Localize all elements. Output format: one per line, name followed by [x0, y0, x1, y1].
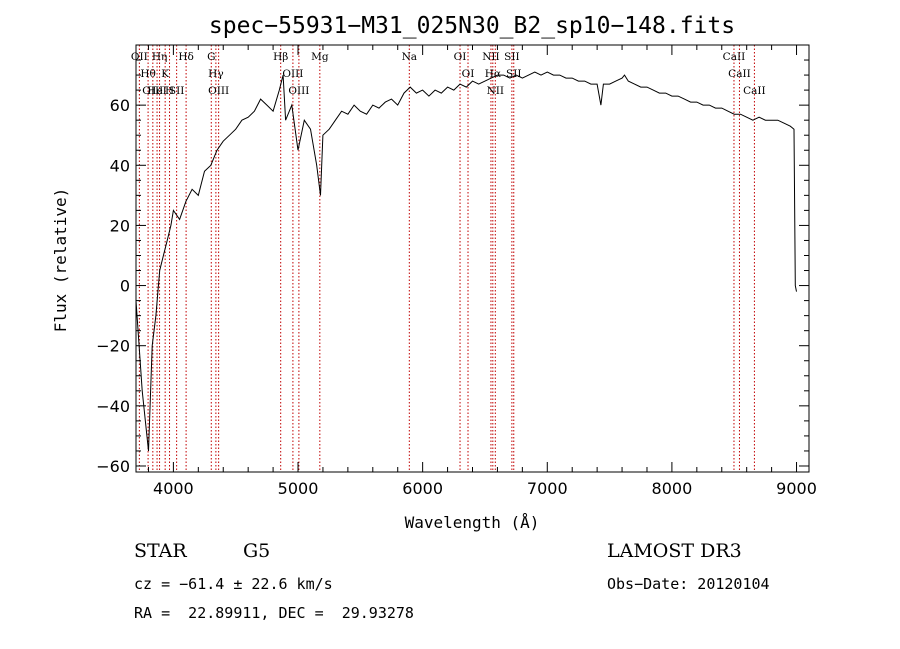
spectrum-line	[135, 71, 797, 452]
line-marker-label: H	[165, 85, 174, 97]
line-markers	[138, 45, 755, 472]
redshift-cz: cz = −61.4 ± 22.6 km/s	[134, 575, 333, 593]
object-subclass: G5	[243, 540, 271, 562]
line-marker-label: SII	[169, 85, 185, 97]
line-marker-label: CaII	[743, 85, 766, 97]
line-marker-label: OIII	[208, 85, 229, 97]
line-marker-label: K	[161, 68, 169, 80]
x-axis: 4000 5000 6000 7000 8000 9000	[147, 45, 817, 498]
ra-dec-coordinates: RA = 22.89911, DEC = 29.93278	[134, 604, 414, 622]
object-class: STAR	[134, 540, 187, 562]
y-tick-label: −60	[96, 457, 130, 476]
y-axis: −60 −40 −20 0 20 40 60	[96, 59, 809, 476]
observation-date: Obs−Date: 20120104	[607, 575, 770, 593]
y-tick-label: 20	[110, 216, 130, 235]
line-marker-label: CaII	[723, 51, 746, 63]
line-marker-label: Hβ	[273, 51, 288, 63]
line-marker-label: Hα	[485, 68, 501, 80]
line-marker-label: Mg	[311, 51, 329, 63]
line-marker-label: OI	[454, 51, 467, 63]
line-marker-label: SII	[504, 51, 520, 63]
x-tick-label: 7000	[527, 479, 568, 498]
x-tick-label: 6000	[402, 479, 443, 498]
x-axis-label: Wavelength (Å)	[405, 513, 540, 532]
line-marker-label: CaII	[728, 68, 751, 80]
y-tick-label: 40	[110, 156, 130, 175]
y-axis-label: Flux (relative)	[51, 188, 70, 333]
line-marker-label: Hδ	[178, 51, 193, 63]
line-marker-label: Na	[402, 51, 417, 63]
line-marker-label: G	[207, 51, 215, 63]
line-marker-label: OIII	[282, 68, 303, 80]
line-marker-label: Hθ	[140, 68, 155, 80]
line-marker-label: OII	[131, 51, 148, 63]
x-tick-label: 5000	[278, 479, 319, 498]
y-tick-label: 60	[110, 96, 130, 115]
line-marker-label: HeI	[147, 85, 167, 97]
line-marker-label: OIII	[142, 85, 163, 97]
x-tick-label: 9000	[776, 479, 817, 498]
line-marker-label: Hγ	[208, 68, 223, 80]
survey-name: LAMOST DR3	[607, 540, 742, 562]
y-tick-label: −40	[96, 397, 130, 416]
plot-frame	[135, 44, 810, 473]
line-marker-label: Hη	[152, 51, 167, 63]
line-marker-label: NII	[482, 51, 499, 63]
x-tick-label: 4000	[153, 479, 194, 498]
line-marker-label: OI	[462, 68, 475, 80]
x-tick-label: 8000	[652, 479, 693, 498]
chart-title: spec−55931−M31_025N30_B2_sp10−148.fits	[209, 13, 735, 39]
line-marker-label: OIII	[288, 85, 309, 97]
line-marker-label: NII	[487, 85, 504, 97]
y-tick-label: −20	[96, 337, 130, 356]
y-tick-label: 0	[120, 277, 130, 296]
line-marker-label: SII	[506, 68, 522, 80]
